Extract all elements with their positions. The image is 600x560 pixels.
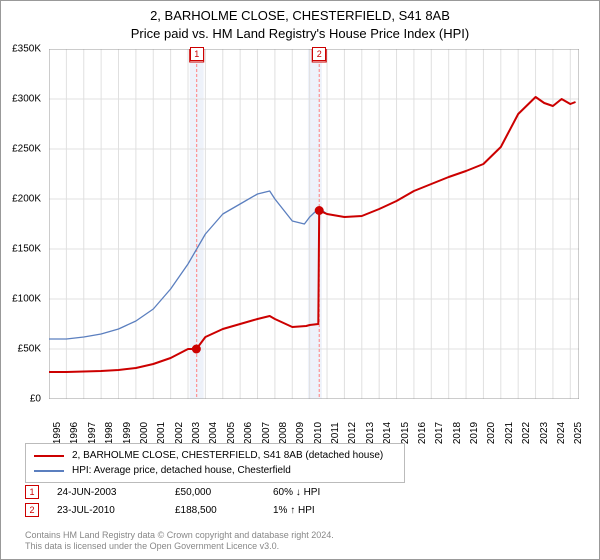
legend-swatch (34, 470, 64, 472)
sale-hpi: 60% ↓ HPI (273, 487, 363, 498)
x-tick-label: 2013 (365, 422, 376, 444)
x-tick-label: 2011 (330, 422, 341, 444)
y-tick-label: £50K (18, 344, 41, 355)
y-tick-label: £100K (12, 294, 41, 305)
x-tick-label: 2002 (174, 422, 185, 444)
sale-date: 23-JUL-2010 (57, 505, 157, 516)
x-tick-label: 2020 (486, 422, 497, 444)
sale-row: 2 23-JUL-2010 £188,500 1% ↑ HPI (25, 501, 363, 519)
plot-area: 12 (49, 49, 579, 399)
legend: 2, BARHOLME CLOSE, CHESTERFIELD, S41 8AB… (25, 443, 405, 483)
x-tick-label: 1996 (69, 422, 80, 444)
legend-item: 2, BARHOLME CLOSE, CHESTERFIELD, S41 8AB… (34, 448, 396, 463)
y-tick-label: £200K (12, 194, 41, 205)
title-line-2: Price paid vs. HM Land Registry's House … (1, 25, 599, 43)
y-tick-label: £0 (30, 394, 41, 405)
x-tick-label: 2024 (556, 422, 567, 444)
sale-price: £188,500 (175, 505, 255, 516)
chart-container: 2, BARHOLME CLOSE, CHESTERFIELD, S41 8AB… (0, 0, 600, 560)
x-tick-label: 2016 (417, 422, 428, 444)
x-tick-label: 1995 (52, 422, 63, 444)
x-tick-label: 2018 (452, 422, 463, 444)
y-tick-label: £350K (12, 44, 41, 55)
x-tick-label: 2012 (347, 422, 358, 444)
x-tick-label: 2000 (139, 422, 150, 444)
legend-item: HPI: Average price, detached house, Ches… (34, 463, 396, 478)
x-tick-label: 1999 (122, 422, 133, 444)
x-tick-label: 1998 (104, 422, 115, 444)
chart-marker-1: 1 (190, 47, 204, 61)
x-tick-label: 2006 (243, 422, 254, 444)
y-tick-label: £150K (12, 244, 41, 255)
x-tick-label: 2021 (504, 422, 515, 444)
x-tick-label: 2023 (539, 422, 550, 444)
x-tick-label: 2019 (469, 422, 480, 444)
x-tick-label: 2009 (295, 422, 306, 444)
y-tick-label: £300K (12, 94, 41, 105)
x-tick-label: 2001 (156, 422, 167, 444)
footer-line-1: Contains HM Land Registry data © Crown c… (25, 530, 334, 542)
y-axis-labels: £0£50K£100K£150K£200K£250K£300K£350K (1, 49, 45, 399)
x-tick-label: 2004 (208, 422, 219, 444)
legend-label: 2, BARHOLME CLOSE, CHESTERFIELD, S41 8AB… (72, 448, 383, 463)
sales-table: 1 24-JUN-2003 £50,000 60% ↓ HPI 2 23-JUL-2010… (25, 483, 363, 519)
x-tick-label: 2025 (573, 422, 584, 444)
sale-row: 1 24-JUN-2003 £50,000 60% ↓ HPI (25, 483, 363, 501)
x-tick-label: 2014 (382, 422, 393, 444)
x-tick-label: 2010 (313, 422, 324, 444)
x-tick-label: 2022 (521, 422, 532, 444)
x-tick-label: 2008 (278, 422, 289, 444)
x-tick-label: 2005 (226, 422, 237, 444)
x-axis-labels: 1995 1996 1997 1998 1999 2000 2001 2002 2003 2004… (49, 401, 579, 441)
sale-date: 24-JUN-2003 (57, 487, 157, 498)
footer-line-2: This data is licensed under the Open Gov… (25, 541, 334, 553)
chart-marker-2: 2 (312, 47, 326, 61)
chart-svg (49, 49, 579, 399)
y-tick-label: £250K (12, 144, 41, 155)
sale-marker: 2 (25, 503, 39, 517)
sale-price: £50,000 (175, 487, 255, 498)
x-tick-label: 1997 (87, 422, 98, 444)
sale-marker: 1 (25, 485, 39, 499)
sale-hpi: 1% ↑ HPI (273, 505, 363, 516)
x-tick-label: 2015 (400, 422, 411, 444)
title-block: 2, BARHOLME CLOSE, CHESTERFIELD, S41 8AB… (1, 1, 599, 43)
footer: Contains HM Land Registry data © Crown c… (25, 530, 334, 553)
x-tick-label: 2007 (261, 422, 272, 444)
legend-swatch (34, 455, 64, 457)
x-tick-label: 2017 (434, 422, 445, 444)
legend-label: HPI: Average price, detached house, Ches… (72, 463, 291, 478)
title-line-1: 2, BARHOLME CLOSE, CHESTERFIELD, S41 8AB (1, 7, 599, 25)
x-tick-label: 2003 (191, 422, 202, 444)
